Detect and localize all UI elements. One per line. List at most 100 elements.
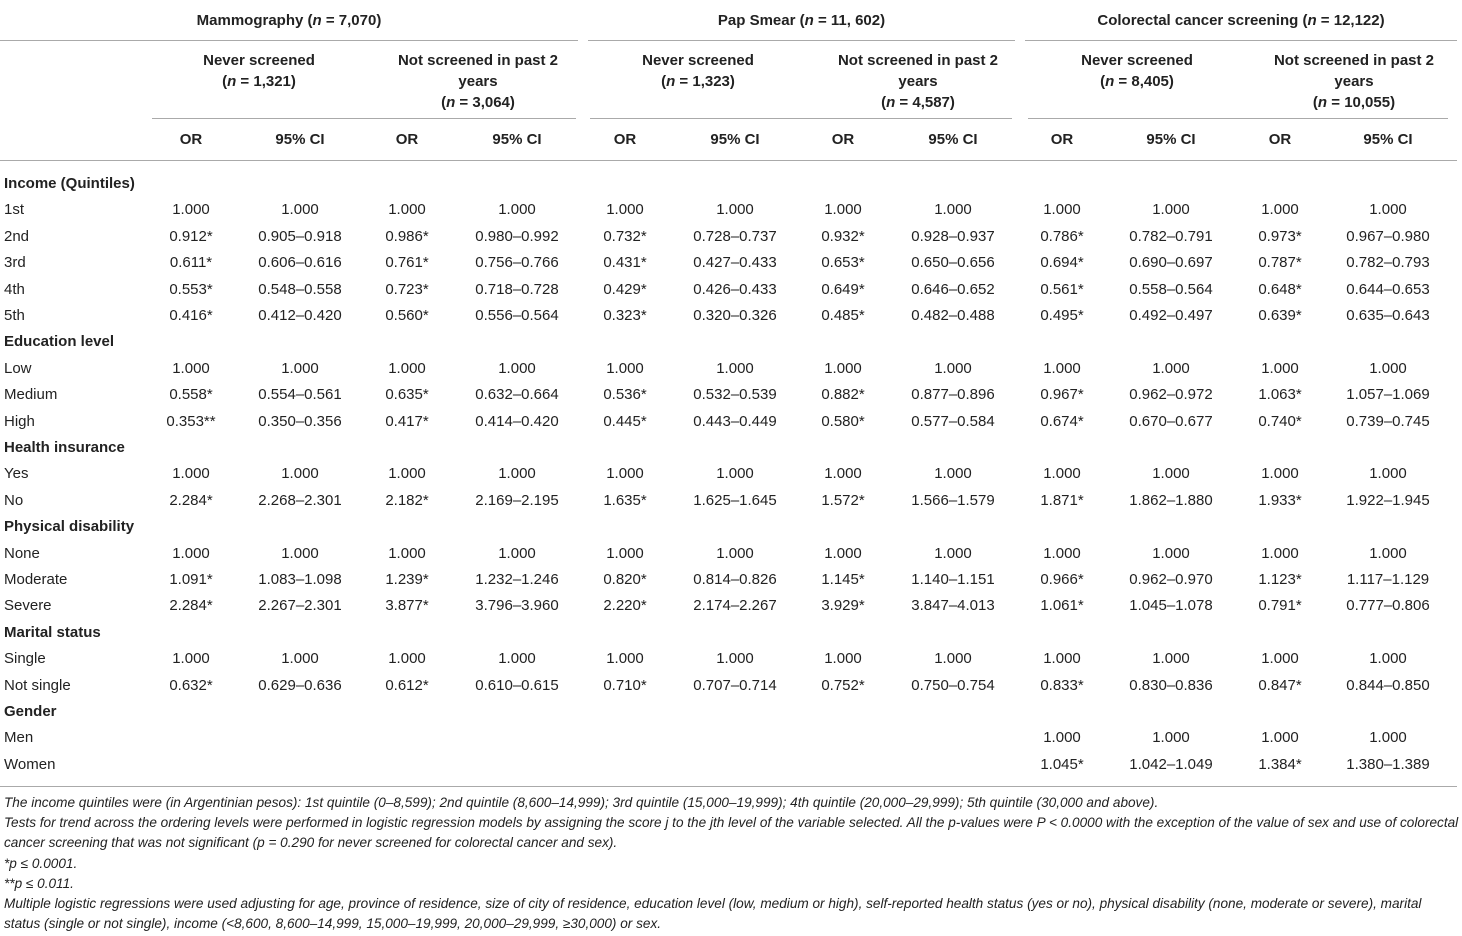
cell: 0.429* [603, 280, 647, 298]
header-text: n [804, 12, 814, 29]
subheader-line: Never screened [608, 50, 788, 71]
cell: 1.000 [716, 201, 754, 219]
row-label: 5th [4, 307, 25, 324]
column-header: OR [179, 131, 203, 148]
section-label: Health insurance [4, 439, 125, 456]
group-header: Colorectal cancer screening (n = 12,122) [1025, 12, 1457, 29]
header-text: = 4,587) [895, 94, 955, 111]
cell: 0.912* [169, 227, 213, 245]
cell: 0.561* [1040, 280, 1084, 298]
subheader-line: (n = 1,323) [608, 71, 788, 92]
cell: 0.445* [603, 412, 647, 430]
cell: 0.554–0.561 [258, 386, 342, 404]
cell: 1.239* [385, 571, 429, 588]
row-label: 3rd [4, 254, 26, 272]
cell: 0.426–0.433 [693, 280, 777, 298]
cell: 1.862–1.880 [1129, 491, 1213, 509]
cell: 1.083–1.098 [258, 571, 342, 588]
row-label: Moderate [4, 571, 68, 588]
cell: 1.000 [1152, 465, 1190, 483]
cell: 0.417* [385, 412, 429, 430]
row-label: Single [4, 650, 46, 668]
cell: 1.000 [498, 544, 536, 562]
cell: 1.000 [388, 650, 426, 668]
cell: 1.045* [1040, 755, 1084, 773]
row-label: 1st [4, 201, 25, 219]
cell: 0.877–0.896 [911, 386, 995, 404]
header-text: ( [1100, 73, 1106, 90]
cell: 1.061* [1040, 597, 1084, 615]
header-text: Colorectal cancer screening ( [1097, 12, 1308, 29]
subheader-line: (n = 10,055) [1266, 92, 1442, 113]
footnote: **p ≤ 0.011. [4, 875, 74, 891]
subheader-line: (n = 4,587) [828, 92, 1008, 113]
group-header: Mammography (n = 7,070) [0, 12, 578, 29]
footnote: Multiple logistic regressions were used … [4, 896, 1422, 932]
header-text: n [1317, 94, 1328, 111]
rule-line [0, 786, 1457, 787]
subheader-line: (n = 1,321) [170, 71, 348, 92]
cell: 1.000 [388, 359, 426, 377]
subheader: Never screened (n = 1,321) [170, 50, 348, 92]
cell: 0.532–0.539 [693, 386, 777, 404]
cell: 1.000 [1369, 465, 1407, 483]
cell: 1.063* [1258, 386, 1302, 404]
header-text: Mammography ( [196, 12, 313, 29]
cell: 0.750–0.754 [911, 676, 995, 694]
cell: 1.635* [603, 491, 647, 509]
cell: 0.791* [1258, 597, 1302, 615]
cell: 0.560* [385, 307, 429, 324]
cell: 1.000 [281, 201, 319, 219]
cell: 1.000 [1043, 729, 1081, 747]
cell: 1.000 [1152, 729, 1190, 747]
column-header: OR [613, 131, 637, 148]
cell: 0.674* [1040, 412, 1084, 430]
cell: 0.485* [821, 307, 865, 324]
header-text: ( [1312, 94, 1318, 111]
subheader-line: Never screened [1048, 50, 1226, 71]
subheader-line: Not screened in past 2 years [828, 50, 1008, 92]
header-text: Never screened [1081, 52, 1193, 69]
section-label: Income (Quintiles) [4, 175, 135, 192]
header-text: n [666, 73, 676, 90]
cell: 0.323* [603, 307, 647, 324]
cell: 3.877* [385, 597, 429, 615]
section-label: Physical disability [4, 518, 135, 536]
cell: 1.000 [172, 544, 210, 562]
header-text: = 7,070) [321, 12, 382, 29]
cell: 2.174–2.267 [693, 597, 777, 615]
cell: 0.786* [1040, 227, 1084, 245]
rule-line [0, 160, 1457, 161]
cell: 0.635–0.643 [1346, 307, 1430, 324]
cell: 1.000 [1261, 544, 1299, 562]
cell: 0.350–0.356 [258, 412, 342, 430]
header-text: Not screened in past 2 years [1273, 52, 1435, 90]
cell: 1.000 [1369, 729, 1407, 747]
row-label: Yes [4, 465, 29, 483]
cell: 0.427–0.433 [693, 254, 777, 272]
cell: 1.000 [716, 465, 754, 483]
header-text: n [446, 94, 456, 111]
cell: 0.777–0.806 [1346, 597, 1430, 615]
cell: 0.556–0.564 [475, 307, 559, 324]
row-label: Medium [4, 386, 58, 404]
cell: 0.782–0.791 [1129, 227, 1213, 245]
cell: 0.558* [169, 386, 213, 404]
cell: 0.844–0.850 [1346, 676, 1430, 694]
cell: 1.000 [1152, 359, 1190, 377]
cell: 0.752* [821, 676, 865, 694]
cell: 1.000 [1261, 465, 1299, 483]
cell: 0.606–0.616 [258, 254, 342, 272]
cell: 0.787* [1258, 254, 1302, 272]
rule-line [1028, 118, 1448, 119]
subheader-line: Never screened [170, 50, 348, 71]
cell: 0.967–0.980 [1346, 227, 1430, 245]
header-text: = 3,064) [455, 94, 515, 111]
cell: 1.000 [498, 359, 536, 377]
cell: 0.740* [1258, 412, 1302, 430]
cell: 0.412–0.420 [258, 307, 342, 324]
cell: 0.718–0.728 [475, 280, 559, 298]
cell: 1.000 [172, 650, 210, 668]
cell: 1.000 [1369, 359, 1407, 377]
cell: 1.922–1.945 [1346, 491, 1430, 509]
